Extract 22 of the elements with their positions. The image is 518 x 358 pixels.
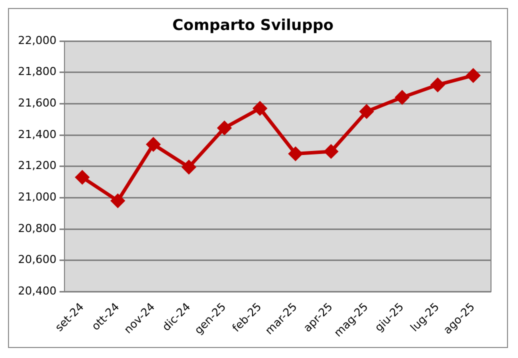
- point: [146, 138, 160, 152]
- y-tick-label: 21,600: [18, 96, 56, 110]
- y-tick-label: 21,200: [18, 159, 56, 172]
- point: [430, 78, 444, 92]
- point: [360, 104, 374, 118]
- y-tick-label: 20,400: [18, 284, 56, 298]
- y-tick-label: 21,800: [18, 65, 56, 78]
- point: [76, 170, 90, 184]
- y-tick-label: 21,000: [18, 190, 56, 204]
- point: [111, 194, 125, 208]
- y-tick-label: 20,800: [18, 222, 56, 235]
- point: [218, 121, 232, 135]
- point: [324, 144, 338, 158]
- point: [253, 102, 267, 116]
- point: [466, 68, 480, 82]
- chart-title: Comparto Sviluppo: [172, 16, 334, 34]
- y-tick-label: 21,400: [18, 128, 56, 141]
- y-tick-label: 20,600: [18, 253, 56, 266]
- point: [182, 160, 196, 174]
- point: [395, 90, 409, 104]
- point: [288, 147, 302, 161]
- y-tick-label: 22,000: [18, 34, 56, 47]
